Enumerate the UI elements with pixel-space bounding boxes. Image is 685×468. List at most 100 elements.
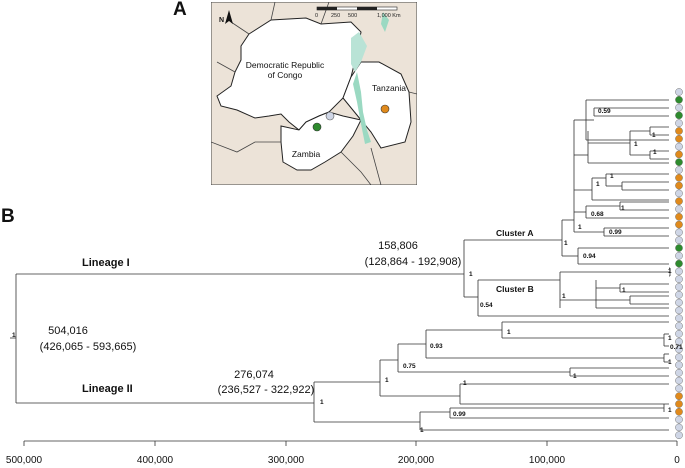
support-lineage-ii: 1 — [320, 399, 324, 406]
support-l2d: 1 — [507, 329, 511, 336]
sample-point-grey — [325, 111, 335, 121]
support-l2e: 1 — [668, 335, 672, 342]
support-l2c: 0.93 — [430, 343, 443, 350]
tip-grey-0 — [675, 88, 683, 96]
time-axis: 500,000 400,000 300,000 200,000 100,000 … — [6, 440, 680, 466]
tip-orange-39 — [675, 392, 683, 401]
cluster-b-label: Cluster B — [496, 284, 534, 294]
sample-point-orange — [380, 104, 390, 114]
tip-grey-30 — [675, 322, 683, 330]
tip-grey-2 — [675, 103, 683, 112]
support-cluster-a: 1 — [564, 240, 568, 247]
north-letter: N — [219, 17, 224, 24]
tip-grey-25 — [675, 283, 683, 291]
label-drc-line1: Democratic Republic — [246, 60, 325, 70]
tip-orange-8 — [675, 150, 683, 159]
tree-branches — [10, 99, 671, 431]
tip-orange-6 — [675, 134, 683, 143]
scale-tick-500: 500 — [348, 13, 357, 19]
tip-grey-10 — [675, 166, 683, 174]
support-a5: 1 — [610, 173, 614, 180]
panel-label-b: B — [1, 206, 15, 227]
support-a10: 0.99 — [609, 229, 622, 236]
lineage-ii-hpd: (236,527 - 322,922) — [218, 384, 315, 396]
tip-grey-37 — [675, 376, 683, 385]
tip-grey-7 — [675, 142, 683, 151]
root-hpd: (426,065 - 593,665) — [40, 341, 137, 353]
lineage-i-age: 158,806 — [378, 240, 418, 252]
tip-grey-13 — [675, 189, 683, 198]
tip-grey-44 — [675, 431, 683, 440]
tip-orange-40 — [675, 400, 683, 408]
tip-orange-14 — [675, 197, 683, 206]
support-a4: 1 — [653, 149, 657, 156]
tip-grey-4 — [675, 119, 683, 128]
lineage-i-label: Lineage I — [82, 257, 130, 269]
lake-east-shape — [381, 12, 389, 32]
support-l2-last: 1 — [420, 427, 424, 434]
scale-tick-0: 0 — [315, 13, 318, 19]
cluster-a-label: Cluster A — [496, 228, 533, 238]
support-l2a: 1 — [385, 377, 389, 384]
tip-green-22 — [675, 259, 683, 268]
tip-orange-5 — [675, 127, 683, 135]
support-a9: 1 — [578, 224, 582, 231]
support-l2g: 1 — [668, 359, 672, 366]
panel-label-a: A — [173, 0, 187, 20]
support-l2h: 1 — [573, 373, 577, 380]
north-arrow-icon: N — [219, 10, 233, 24]
support-a1: 0.59 — [598, 108, 611, 115]
tip-grey-18 — [675, 228, 683, 237]
tip-orange-16 — [675, 212, 683, 221]
tip-grey-29 — [675, 314, 683, 323]
tree-tips — [675, 88, 683, 440]
label-tanzania: Tanzania — [372, 83, 406, 93]
tip-grey-19 — [675, 236, 683, 245]
tip-green-20 — [675, 244, 683, 252]
support-a8: 1 — [621, 205, 625, 212]
support-cluster-b: 1 — [562, 293, 566, 300]
tip-grey-27 — [675, 298, 683, 307]
tip-green-1 — [675, 95, 683, 104]
tip-orange-12 — [675, 181, 683, 190]
scale-bar: 0 250 500 1,000 Km — [315, 6, 401, 19]
support-l2f: 0.71 — [670, 344, 683, 351]
support-b2: 1 — [668, 268, 672, 275]
tip-grey-26 — [675, 290, 683, 299]
tip-orange-17 — [675, 220, 683, 229]
tip-grey-15 — [675, 205, 683, 213]
tip-grey-35 — [675, 361, 683, 369]
support-a11: 0.94 — [583, 253, 596, 260]
tip-grey-28 — [675, 306, 683, 315]
support-b1: 1 — [622, 287, 626, 294]
label-drc-line2: of Congo — [268, 70, 303, 80]
support-a3: 1 — [634, 141, 638, 148]
lineage-ii-age: 276,074 — [234, 369, 274, 381]
support-l2k: 1 — [668, 407, 672, 414]
tip-grey-32 — [675, 337, 683, 346]
tip-orange-41 — [675, 407, 683, 416]
support-l2b: 0.75 — [403, 363, 416, 370]
axis-tick-label-300000: 300,000 — [268, 455, 305, 466]
axis-tick-label-200000: 200,000 — [398, 455, 435, 466]
support-l2i: 1 — [463, 380, 467, 387]
tip-orange-11 — [675, 173, 683, 182]
scale-tick-250: 250 — [331, 13, 340, 19]
lake-tanganyika-shape — [353, 72, 371, 144]
axis-tick-label-400000: 400,000 — [137, 455, 174, 466]
support-a2: 1 — [652, 132, 656, 139]
root-age: 504,016 — [48, 325, 88, 337]
support-l2j: 0.99 — [453, 411, 466, 418]
axis-tick-label-0: 0 — [674, 455, 680, 466]
tip-grey-43 — [675, 423, 683, 432]
tip-green-9 — [675, 158, 683, 167]
scale-tick-1000: 1,000 Km — [377, 13, 401, 19]
support-lineage-i: 1 — [469, 271, 473, 278]
support-root: 1 — [12, 332, 16, 339]
tip-grey-24 — [675, 275, 683, 284]
support-ab-stem: 0.54 — [480, 302, 493, 309]
tip-grey-34 — [675, 353, 683, 362]
lake-victoria-shape — [351, 32, 367, 72]
africa-map: 0 250 500 1,000 Km N Democratic Republic… — [211, 2, 417, 185]
